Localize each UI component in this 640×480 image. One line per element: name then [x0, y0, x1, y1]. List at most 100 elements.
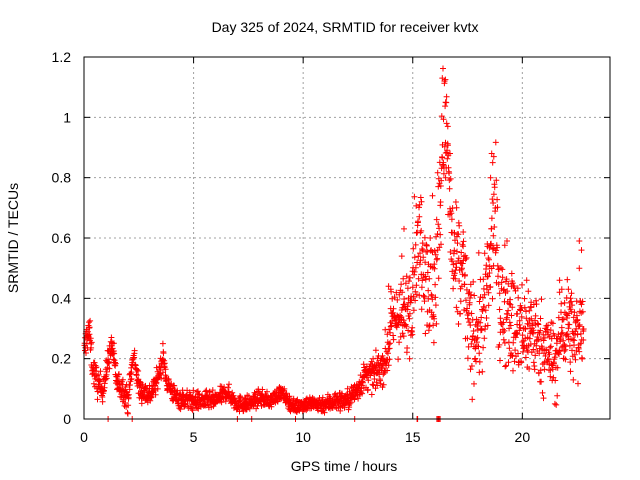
- data-point: [496, 341, 503, 348]
- data-point: [444, 147, 451, 154]
- data-point: [386, 345, 393, 352]
- data-point: [412, 264, 419, 271]
- data-point: [501, 286, 507, 293]
- data-point: [553, 340, 560, 347]
- data-point: [485, 273, 491, 280]
- data-point: [570, 376, 577, 383]
- data-point: [489, 246, 496, 253]
- data-point: [397, 333, 404, 340]
- data-point: [566, 321, 573, 328]
- data-point: [571, 309, 578, 316]
- data-point: [418, 306, 425, 313]
- data-point: [455, 231, 462, 238]
- data-point: [537, 315, 544, 322]
- data-point: [416, 204, 422, 211]
- data-point: [564, 276, 571, 283]
- y-tick-label: 0.4: [52, 290, 72, 306]
- data-point: [396, 339, 403, 346]
- data-point: [499, 274, 506, 281]
- data-point: [422, 276, 429, 283]
- data-point: [505, 307, 512, 314]
- data-point: [538, 336, 544, 343]
- data-point: [532, 312, 539, 319]
- tick-labels: 0 5 10 15 20 0 0.2 0.4 0.6 0.8 1 1.2: [52, 49, 531, 445]
- data-point: [158, 375, 165, 382]
- data-point: [459, 260, 466, 267]
- data-point: [377, 380, 384, 387]
- data-point: [442, 174, 449, 181]
- data-point: [365, 377, 372, 384]
- data-point: [547, 344, 553, 351]
- data-point: [464, 305, 471, 312]
- data-point: [321, 409, 328, 416]
- data-point: [487, 283, 494, 290]
- data-point: [406, 278, 412, 285]
- data-point: [225, 384, 231, 391]
- data-point: [494, 262, 501, 269]
- data-point: [457, 310, 464, 317]
- data-point: [389, 309, 396, 316]
- data-point: [478, 327, 485, 333]
- data-point: [128, 375, 135, 382]
- data-point: [546, 351, 553, 358]
- data-point: [570, 314, 577, 321]
- data-point: [237, 394, 244, 401]
- data-point: [530, 346, 537, 353]
- data-point: [339, 390, 345, 397]
- data-point: [390, 305, 397, 312]
- data-point: [510, 339, 517, 346]
- data-point: [474, 323, 481, 330]
- data-point: [394, 296, 401, 303]
- data-point: [431, 265, 438, 272]
- data-point: [455, 255, 462, 262]
- data-point: [398, 253, 405, 260]
- data-point: [387, 329, 394, 336]
- data-point: [108, 334, 115, 341]
- data-point: [494, 196, 501, 203]
- data-point: [459, 265, 465, 272]
- data-point: [418, 198, 425, 205]
- data-point: [416, 213, 423, 220]
- data-point: [484, 241, 491, 247]
- data-point: [495, 273, 501, 280]
- data-point: [481, 304, 488, 310]
- data-point: [421, 234, 428, 241]
- data-point: [477, 319, 484, 326]
- data-point: [419, 246, 425, 252]
- data-point: [558, 286, 565, 293]
- data-point: [498, 279, 505, 286]
- data-point: [412, 297, 419, 304]
- data-point: [428, 291, 435, 298]
- data-point: [561, 341, 568, 348]
- data-point: [465, 315, 471, 322]
- data-point: [580, 326, 587, 332]
- data-point: [447, 175, 454, 182]
- data-point: [440, 159, 447, 166]
- grid-lines: [84, 57, 610, 419]
- data-point: [435, 275, 442, 282]
- data-point: [480, 276, 487, 283]
- data-point: [391, 294, 398, 301]
- data-point: [106, 365, 113, 372]
- data-point: [453, 204, 460, 211]
- y-tick-label: 0: [63, 411, 71, 427]
- data-point: [410, 293, 417, 300]
- data-point: [446, 177, 453, 184]
- data-point: [91, 359, 98, 366]
- data-point: [471, 292, 478, 299]
- data-point: [347, 399, 354, 406]
- data-point: [535, 321, 542, 328]
- x-tick-label: 10: [295, 429, 311, 445]
- data-point: [569, 302, 576, 309]
- data-point: [359, 379, 366, 386]
- data-point: [542, 353, 549, 359]
- data-point: [488, 215, 495, 222]
- data-point: [468, 310, 475, 317]
- data-point: [94, 396, 101, 403]
- data-point: [410, 245, 417, 252]
- data-point: [509, 304, 516, 311]
- data-point: [426, 323, 433, 330]
- data-point: [436, 225, 443, 232]
- data-point: [450, 261, 457, 268]
